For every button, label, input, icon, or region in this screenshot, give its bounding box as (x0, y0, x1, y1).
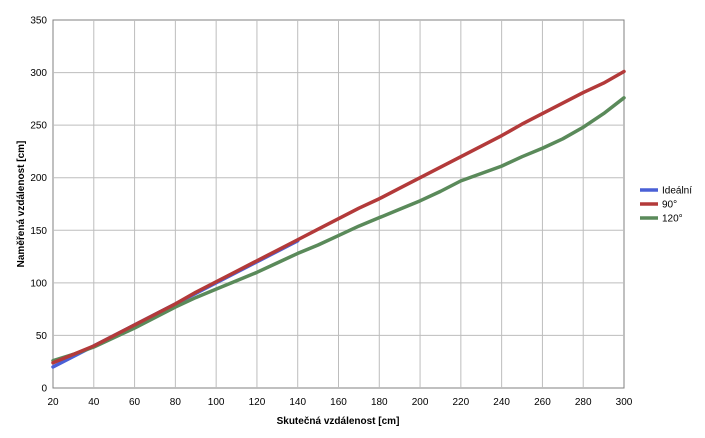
legend: Ideální 90° 120° (640, 186, 692, 225)
y-tick-labels: 0 50 100 150 200 250 300 350 (30, 16, 47, 395)
x-tick-label: 260 (534, 397, 551, 408)
y-tick-label: 100 (30, 278, 47, 289)
x-tick-label: 100 (208, 397, 225, 408)
x-tick-label: 280 (575, 397, 592, 408)
x-tick-label: 300 (616, 397, 633, 408)
x-tick-label: 140 (289, 397, 306, 408)
x-gridlines (93, 20, 584, 388)
x-tick-label: 20 (47, 397, 59, 408)
y-tick-label: 300 (30, 68, 47, 79)
y-tick-label: 350 (30, 16, 47, 27)
y-axis-title: Naměřená vzdálenost [cm] (16, 141, 27, 268)
x-tick-label: 120 (249, 397, 266, 408)
legend-label-2: 120° (662, 214, 683, 225)
y-tick-label: 200 (30, 173, 47, 184)
x-tick-label: 180 (371, 397, 388, 408)
series-line-1 (51, 69, 626, 365)
x-tick-label: 60 (129, 397, 141, 408)
x-tick-label: 220 (453, 397, 470, 408)
y-tick-label: 150 (30, 226, 47, 237)
x-tick-label: 160 (330, 397, 347, 408)
y-tick-label: 0 (41, 384, 47, 395)
y-tick-label: 50 (36, 331, 48, 342)
series-line-2 (51, 96, 626, 363)
x-axis-title: Skutečná vzdálenost [cm] (277, 416, 400, 427)
y-tick-label: 250 (30, 121, 47, 132)
series-lines (51, 69, 626, 369)
legend-label-1: 90° (662, 200, 677, 211)
y-gridlines (53, 72, 624, 336)
x-tick-label: 200 (412, 397, 429, 408)
legend-label-0: Ideální (662, 186, 692, 197)
x-tick-labels: 20 40 60 80 100 120 140 160 180 200 220 240 260 280 30… (47, 397, 632, 408)
x-tick-label: 240 (493, 397, 510, 408)
x-tick-label: 40 (88, 397, 100, 408)
x-tick-label: 80 (170, 397, 182, 408)
